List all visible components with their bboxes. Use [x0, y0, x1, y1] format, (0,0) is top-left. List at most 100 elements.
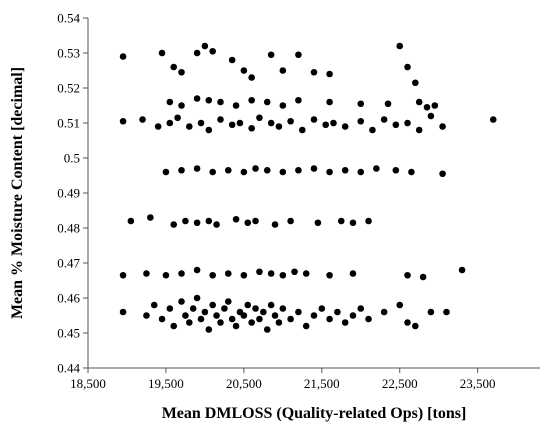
point — [166, 305, 174, 312]
point — [119, 271, 127, 279]
point — [213, 312, 220, 319]
point — [221, 305, 228, 312]
point — [330, 119, 337, 127]
point — [209, 301, 216, 309]
point — [419, 273, 427, 281]
point — [302, 270, 310, 277]
point — [252, 305, 259, 312]
point — [119, 308, 127, 316]
point — [275, 123, 283, 130]
point — [458, 266, 466, 274]
point — [193, 165, 201, 172]
point — [224, 166, 232, 174]
point — [279, 168, 287, 176]
point — [365, 315, 372, 323]
point — [127, 217, 135, 225]
point — [162, 168, 170, 176]
point — [147, 214, 154, 221]
point — [217, 98, 224, 106]
point — [365, 217, 372, 225]
point — [193, 294, 201, 302]
point — [186, 319, 193, 326]
point — [326, 168, 333, 176]
point — [209, 271, 216, 279]
point — [240, 67, 248, 74]
point — [295, 96, 302, 104]
point — [139, 116, 146, 123]
point — [209, 168, 216, 176]
y-tick-label: 0.47 — [57, 256, 80, 271]
point — [357, 168, 365, 176]
point — [415, 98, 423, 106]
point — [349, 219, 357, 227]
point — [271, 312, 279, 319]
point — [217, 116, 224, 123]
point — [197, 315, 205, 323]
point — [357, 100, 365, 108]
x-tick-label: 18,500 — [70, 376, 106, 391]
point — [295, 51, 302, 59]
point — [119, 117, 127, 125]
y-tick-label: 0.5 — [64, 151, 80, 166]
point — [291, 268, 298, 276]
point — [404, 63, 411, 71]
y-tick-label: 0.49 — [57, 186, 80, 201]
point — [232, 102, 240, 109]
point — [489, 116, 497, 123]
point — [248, 96, 255, 104]
point — [341, 166, 349, 174]
point — [240, 168, 248, 176]
point — [267, 119, 275, 127]
point — [248, 319, 255, 326]
point — [248, 124, 255, 132]
point — [427, 112, 435, 120]
point — [263, 98, 271, 106]
x-tick-label: 22,500 — [382, 376, 418, 391]
point — [392, 166, 400, 174]
point — [392, 121, 400, 129]
point — [326, 70, 333, 78]
point — [209, 47, 216, 55]
x-tick-label: 19,500 — [148, 376, 184, 391]
point — [310, 116, 318, 123]
point — [193, 266, 201, 274]
point — [228, 121, 236, 129]
x-tick-label: 23,500 — [460, 376, 496, 391]
point — [170, 322, 178, 330]
point — [263, 166, 271, 174]
point — [201, 308, 209, 316]
y-axis-title: Mean % Moisture Content [decimal] — [9, 67, 26, 319]
point — [408, 168, 415, 176]
point — [162, 271, 170, 279]
point — [439, 170, 446, 178]
point — [302, 322, 310, 330]
point — [205, 217, 213, 225]
point — [396, 42, 404, 50]
point — [357, 117, 365, 125]
x-tick-label: 21,500 — [304, 376, 340, 391]
point — [310, 68, 318, 76]
point — [263, 326, 271, 333]
point — [322, 121, 329, 129]
point — [334, 308, 341, 316]
point — [193, 219, 201, 227]
point — [143, 312, 150, 319]
point — [213, 221, 220, 228]
y-tick-label: 0.51 — [57, 116, 80, 131]
point — [423, 103, 431, 111]
point — [373, 165, 380, 172]
point — [287, 315, 294, 323]
point — [431, 102, 439, 109]
point — [326, 315, 333, 323]
point — [228, 56, 236, 64]
point — [384, 100, 392, 108]
point — [427, 308, 435, 316]
point — [240, 271, 248, 279]
point — [174, 114, 181, 122]
point — [310, 312, 318, 319]
y-tick-label: 0.48 — [57, 221, 80, 236]
point — [349, 270, 357, 277]
point — [369, 126, 376, 134]
y-tick-label: 0.44 — [57, 361, 80, 376]
point — [260, 308, 267, 316]
